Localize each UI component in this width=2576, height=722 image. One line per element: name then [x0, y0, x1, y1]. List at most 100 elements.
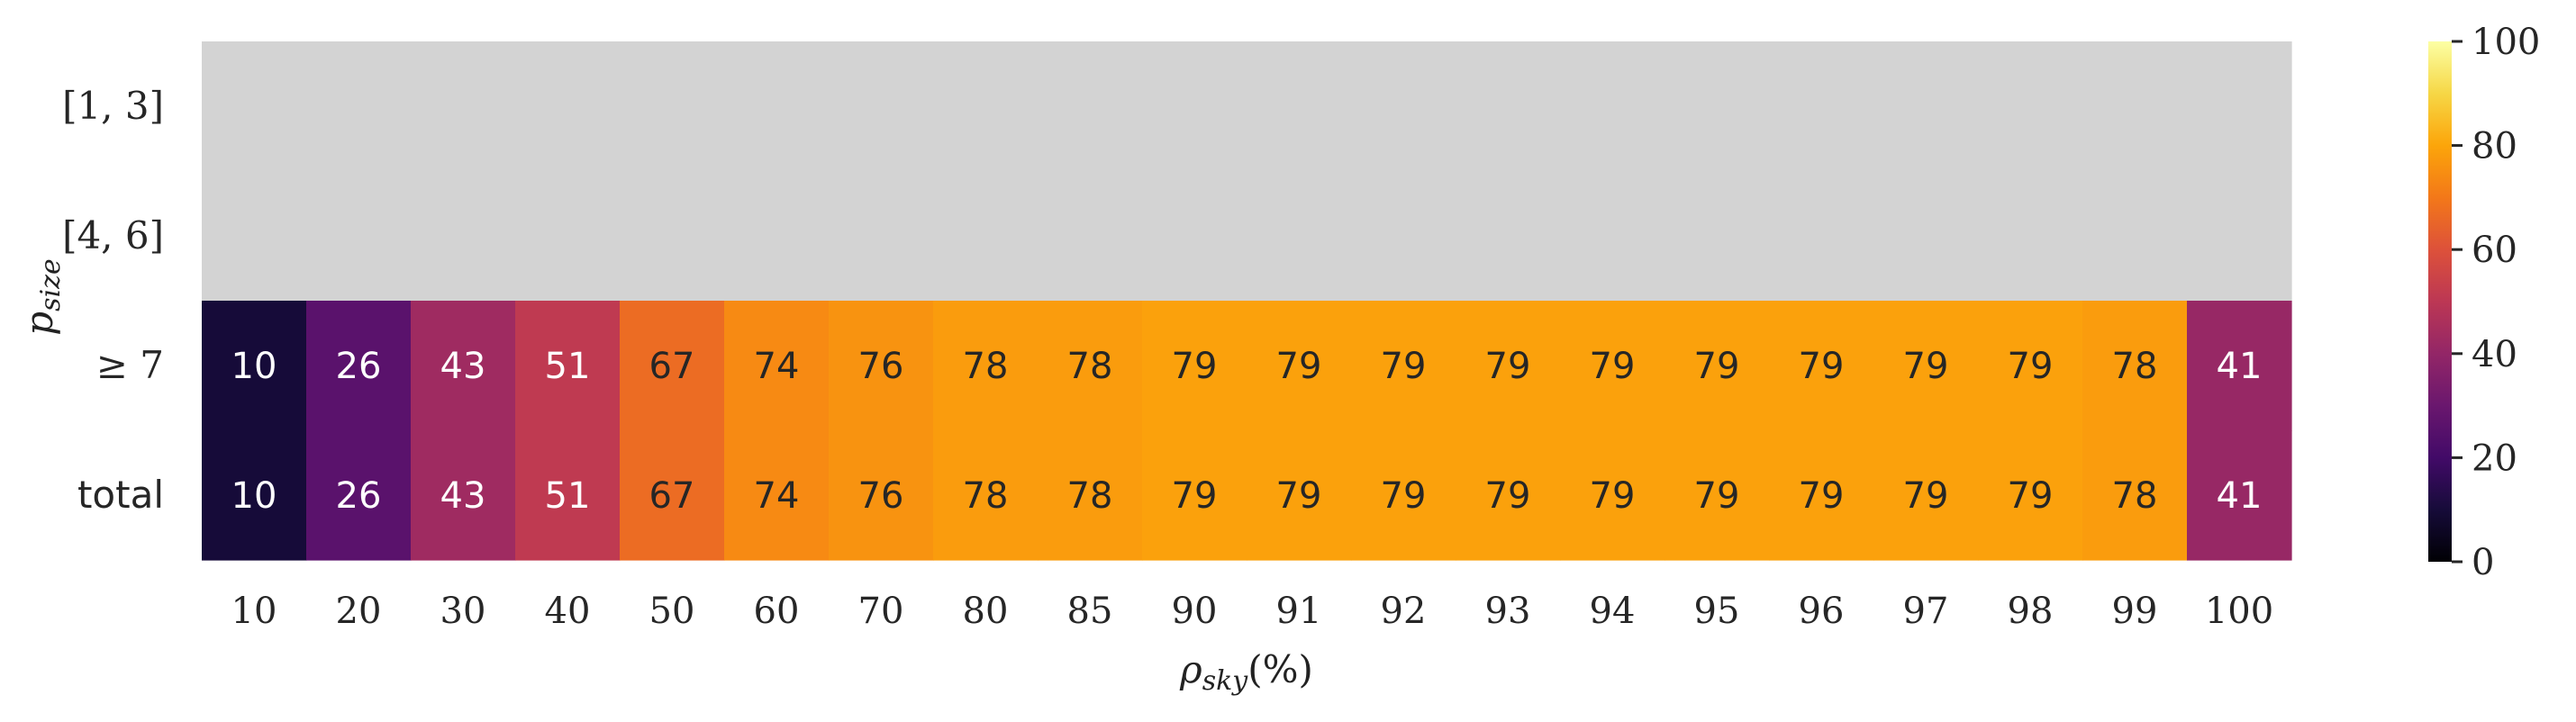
- heatmap-cell: [2082, 41, 2188, 172]
- heatmap-cell: [829, 41, 934, 172]
- colorbar-tick-label: 100: [2472, 22, 2540, 63]
- x-tick-label: 85: [1067, 591, 1113, 632]
- heatmap-cell: [829, 430, 934, 561]
- heatmap-cell: [1247, 301, 1352, 431]
- heatmap-cell: [620, 430, 725, 561]
- heatmap-cell: [2082, 171, 2188, 302]
- heatmap-cell: [202, 171, 307, 302]
- x-tick-label: 92: [1381, 591, 1427, 632]
- colorbar-tick-label: 60: [2472, 230, 2517, 271]
- heatmap-cell: [1351, 430, 1456, 561]
- cell-value-label: 79: [1903, 346, 1949, 387]
- cell-value-label: 79: [1799, 475, 1845, 517]
- heatmap-cell: [202, 430, 307, 561]
- x-tick-label: 60: [754, 591, 800, 632]
- heatmap-cell: [306, 301, 412, 431]
- heatmap-cell: [1978, 41, 2083, 172]
- heatmap-cell: [1247, 171, 1352, 302]
- y-axis-label: psize: [17, 258, 67, 335]
- x-tick-label: 98: [2008, 591, 2054, 632]
- heatmap-cell: [2082, 301, 2188, 431]
- heatmap-cell: [1038, 171, 1143, 302]
- heatmap-cell: [515, 171, 621, 302]
- cell-value-label: 43: [440, 475, 486, 517]
- x-tick-label: 70: [858, 591, 904, 632]
- heatmap-cell: [724, 430, 830, 561]
- heatmap-cell: [1456, 301, 1561, 431]
- heatmap-cell: [1456, 430, 1561, 561]
- cell-value-label: 78: [963, 475, 1009, 517]
- heatmap-cell: [1873, 430, 1979, 561]
- heatmap-cell: [2187, 41, 2292, 172]
- x-tick-label: 80: [963, 591, 1009, 632]
- x-tick-label: 20: [336, 591, 382, 632]
- cell-value-label: 79: [1381, 346, 1427, 387]
- heatmap-cell: [620, 301, 725, 431]
- cell-value-label: 79: [1694, 346, 1740, 387]
- heatmap-cell: [1038, 41, 1143, 172]
- cell-value-label: 79: [1590, 475, 1636, 517]
- heatmap-cell: [1142, 171, 1247, 302]
- heatmap-cell: [829, 301, 934, 431]
- colorbar-tick-label: 80: [2472, 126, 2517, 167]
- x-tick-label: 96: [1799, 591, 1845, 632]
- heatmap-cell: [1769, 301, 1874, 431]
- cell-value-label: 79: [1381, 475, 1427, 517]
- heatmap-cell: [2187, 171, 2292, 302]
- heatmap-cell: [1560, 41, 1665, 172]
- heatmap-cell: [1769, 41, 1874, 172]
- cell-value-label: 79: [1590, 346, 1636, 387]
- heatmap-cell: [829, 171, 934, 302]
- x-axis-label: ρsky(%): [1179, 647, 1313, 697]
- heatmap-cell: [1351, 41, 1456, 172]
- cell-value-label: 74: [754, 346, 800, 387]
- heatmap-cell: [411, 301, 516, 431]
- cell-value-label: 79: [1694, 475, 1740, 517]
- cell-value-label: 26: [336, 346, 382, 387]
- cell-value-label: 67: [649, 346, 695, 387]
- heatmap-cell: [515, 430, 621, 561]
- x-tick-label: 50: [649, 591, 695, 632]
- heatmap-cell: [1456, 41, 1561, 172]
- heatmap-cell: [1247, 430, 1352, 561]
- y-tick-label: [4, 6]: [62, 213, 164, 257]
- heatmap-cell: [1873, 171, 1979, 302]
- cell-value-label: 10: [231, 346, 277, 387]
- heatmap-cell: [1664, 41, 1770, 172]
- y-tick-label: [1, 3]: [62, 84, 164, 128]
- x-tick-label: 10: [231, 591, 277, 632]
- cell-value-label: 79: [1903, 475, 1949, 517]
- x-tick-label: 91: [1276, 591, 1322, 632]
- heatmap-cells: [202, 41, 2292, 561]
- heatmap-cell: [933, 301, 1039, 431]
- cell-value-label: 78: [963, 346, 1009, 387]
- cell-value-label: 51: [545, 346, 591, 387]
- cell-value-label: 79: [1485, 346, 1531, 387]
- heatmap-cell: [1873, 301, 1979, 431]
- heatmap-cell: [306, 41, 412, 172]
- heatmap-cell: [1978, 301, 2083, 431]
- heatmap-cell: [1560, 171, 1665, 302]
- cell-value-label: 79: [1276, 346, 1322, 387]
- x-tick-label: 90: [1172, 591, 1218, 632]
- heatmap-cell: [2187, 430, 2292, 561]
- heatmap-cell: [1978, 171, 2083, 302]
- heatmap-cell: [1351, 301, 1456, 431]
- heatmap-cell: [1560, 301, 1665, 431]
- heatmap-cell: [1873, 41, 1979, 172]
- heatmap-cell: [1142, 41, 1247, 172]
- heatmap-cell: [515, 301, 621, 431]
- heatmap-cell: [1038, 430, 1143, 561]
- heatmap-cell: [1769, 430, 1874, 561]
- cell-value-label: 74: [754, 475, 800, 517]
- heatmap-cell: [724, 301, 830, 431]
- y-tick-label: ≥ 7: [96, 343, 164, 387]
- cell-value-label: 10: [231, 475, 277, 517]
- x-axis-ticks: 10 20 30 40 50 60 70 80 85 90 91 92 93 94 95 96 97 98 99 10…: [231, 591, 2274, 632]
- heatmap-cell: [411, 430, 516, 561]
- colorbar-tick-label: 40: [2472, 334, 2517, 375]
- x-tick-label: 93: [1485, 591, 1531, 632]
- cell-value-label: 41: [2217, 475, 2263, 517]
- cell-value-label: 79: [2008, 475, 2054, 517]
- cell-value-label: 76: [858, 475, 904, 517]
